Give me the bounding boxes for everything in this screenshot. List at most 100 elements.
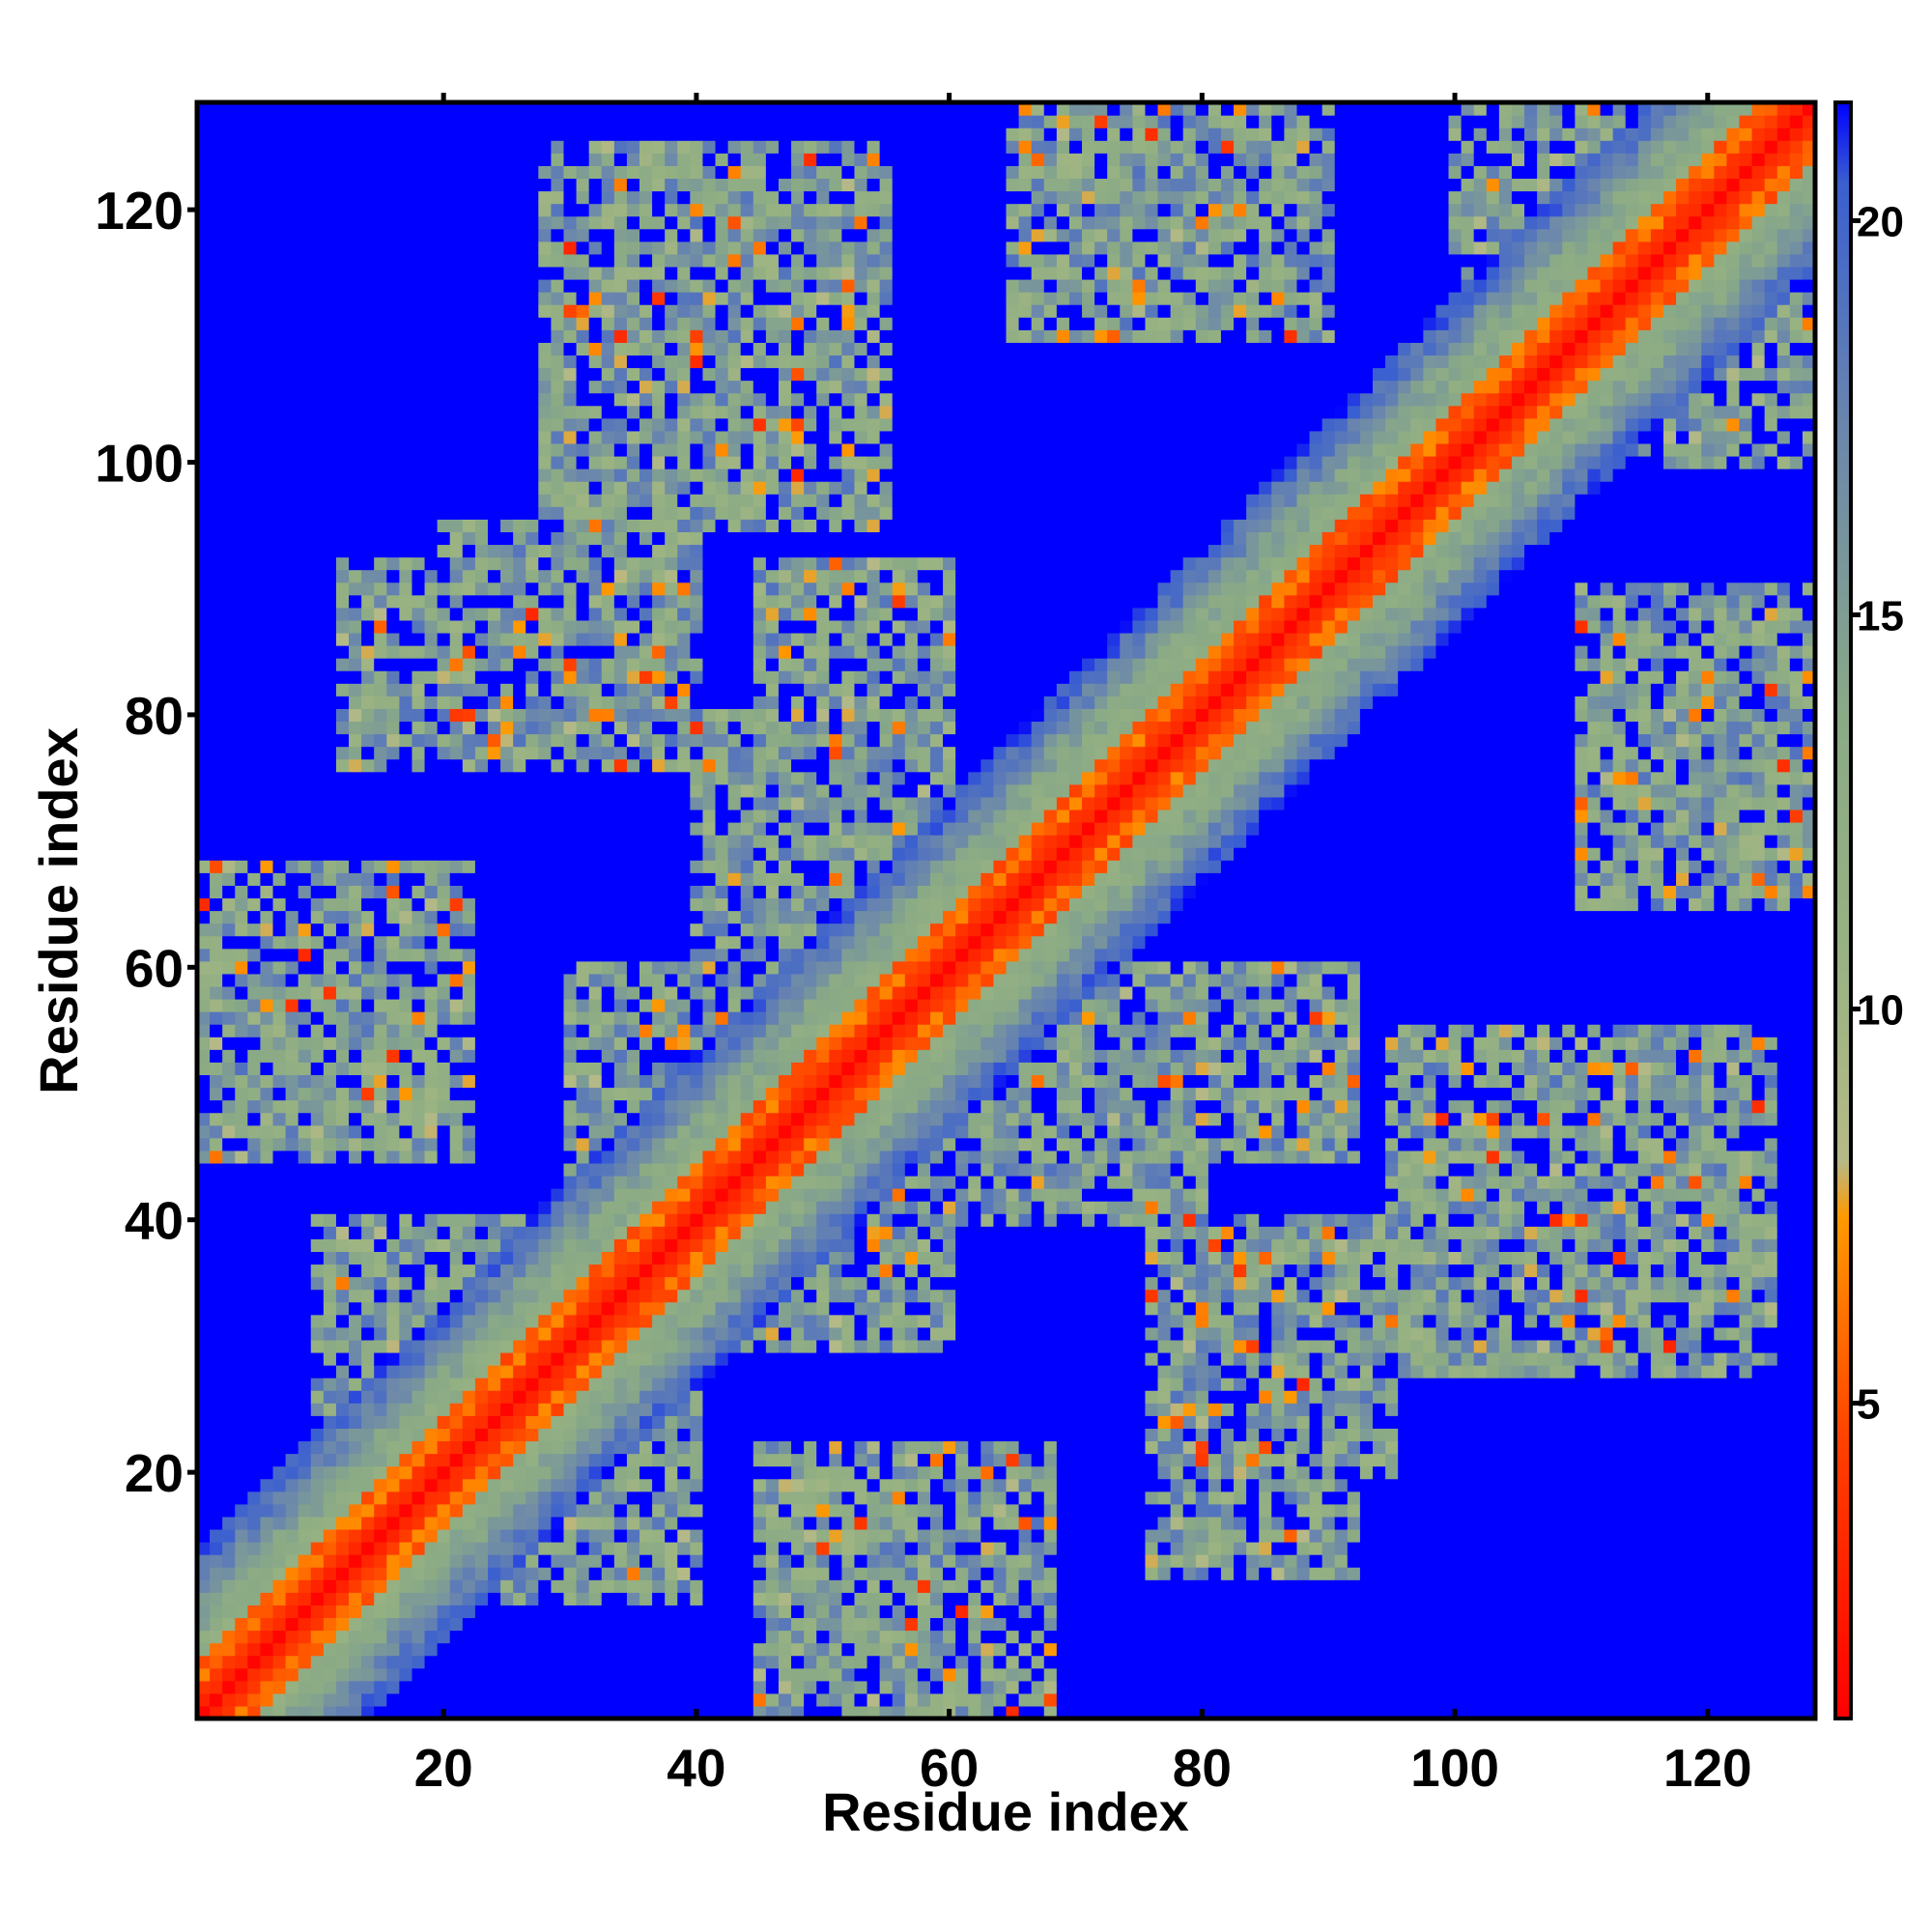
heatmap-cell <box>538 203 553 217</box>
heatmap-cell <box>222 442 236 457</box>
heatmap-cell <box>310 1175 325 1189</box>
heatmap-cell <box>474 115 489 128</box>
heatmap-cell <box>513 367 526 382</box>
heatmap-cell <box>588 253 603 268</box>
heatmap-cell <box>526 1378 539 1391</box>
heatmap-cell <box>386 1440 400 1455</box>
heatmap-cell <box>500 594 514 609</box>
heatmap-cell <box>626 304 640 318</box>
heatmap-cell <box>310 1680 325 1694</box>
heatmap-cell <box>677 645 691 659</box>
heatmap-cell <box>335 594 350 609</box>
heatmap-cell <box>399 910 413 924</box>
heatmap-cell <box>197 317 211 330</box>
heatmap-cell <box>349 1605 362 1619</box>
heatmap-cell <box>677 417 691 432</box>
heatmap-cell <box>349 1642 362 1657</box>
heatmap-cell <box>588 1705 603 1719</box>
heatmap-cell <box>285 935 299 950</box>
heatmap-cell <box>500 1642 514 1657</box>
heatmap-cell <box>639 948 653 962</box>
heatmap-cell <box>601 1478 615 1492</box>
heatmap-cell <box>500 670 514 684</box>
heatmap-cell <box>563 1226 578 1239</box>
heatmap-cell <box>474 1453 489 1467</box>
heatmap-cell <box>361 809 375 823</box>
heatmap-cell <box>197 392 211 407</box>
heatmap-cell <box>197 1276 211 1291</box>
heatmap-cell <box>526 1705 539 1719</box>
heatmap-cell <box>335 1554 350 1568</box>
heatmap-cell <box>449 494 464 507</box>
heatmap-cell <box>349 1188 362 1202</box>
heatmap-cell <box>222 985 236 1000</box>
heatmap-cell <box>500 1226 514 1239</box>
heatmap-cell <box>639 1365 653 1378</box>
heatmap-cell <box>652 1213 666 1227</box>
heatmap-cell <box>197 1188 211 1202</box>
heatmap-cell <box>500 985 514 1000</box>
heatmap-cell <box>449 380 464 394</box>
heatmap-cell <box>513 758 526 773</box>
heatmap-cell <box>335 1238 350 1252</box>
heatmap-cell <box>500 658 514 671</box>
heatmap-cell <box>551 1251 565 1265</box>
heatmap-cell <box>210 1351 223 1366</box>
heatmap-cell <box>235 1289 248 1303</box>
heatmap-cell <box>563 304 578 318</box>
heatmap-cell <box>665 872 678 886</box>
heatmap-cell <box>526 292 539 305</box>
heatmap-cell <box>424 1667 439 1682</box>
heatmap-cell <box>474 1289 489 1303</box>
heatmap-cell <box>677 1478 691 1492</box>
heatmap-cell <box>551 809 565 823</box>
heatmap-cell <box>310 708 325 723</box>
heatmap-cell <box>399 897 413 912</box>
heatmap-cell <box>399 998 413 1012</box>
heatmap-cell <box>323 1276 337 1291</box>
heatmap-cell <box>563 948 578 962</box>
heatmap-cell <box>613 1024 628 1037</box>
heatmap-cell <box>260 1567 274 1580</box>
heatmap-cell <box>639 556 653 571</box>
heatmap-cell <box>310 329 325 343</box>
heatmap-cell <box>677 771 691 785</box>
heatmap-cell <box>222 1378 236 1391</box>
heatmap-cell <box>235 582 248 596</box>
heatmap-cell <box>576 696 590 709</box>
heatmap-cell <box>588 670 603 684</box>
heatmap-cell <box>260 670 274 684</box>
heatmap-cell <box>310 985 325 1000</box>
heatmap-cell <box>652 569 666 583</box>
heatmap-cell <box>323 165 337 180</box>
heatmap-cell <box>222 1099 236 1114</box>
heatmap-cell <box>247 1213 262 1227</box>
heatmap-cell <box>449 1705 464 1719</box>
heatmap-cell <box>551 1592 565 1605</box>
heatmap-cell <box>386 1213 400 1227</box>
heatmap-cell <box>449 847 464 861</box>
heatmap-cell <box>449 1062 464 1076</box>
heatmap-cell <box>677 1112 691 1126</box>
heatmap-cell <box>374 266 387 280</box>
heatmap-cell <box>247 342 262 356</box>
heatmap-cell <box>677 203 691 217</box>
heatmap-cell <box>665 1011 678 1025</box>
heatmap-cell <box>386 1567 400 1580</box>
heatmap-cell <box>576 1238 590 1252</box>
heatmap-cell <box>197 329 211 343</box>
heatmap-cell <box>424 228 439 242</box>
heatmap-cell <box>285 1175 299 1189</box>
heatmap-cell <box>424 1378 439 1391</box>
heatmap-cell <box>285 1453 299 1467</box>
heatmap-cell <box>374 115 387 128</box>
heatmap-cell <box>197 758 211 773</box>
heatmap-cell <box>639 809 653 823</box>
heatmap-cell <box>424 1301 439 1316</box>
heatmap-cell <box>437 1554 451 1568</box>
heatmap-cell <box>588 1112 603 1126</box>
heatmap-cell <box>487 1465 501 1480</box>
heatmap-cell <box>399 1680 413 1694</box>
heatmap-cell <box>538 1692 553 1707</box>
heatmap-cell <box>626 544 640 558</box>
